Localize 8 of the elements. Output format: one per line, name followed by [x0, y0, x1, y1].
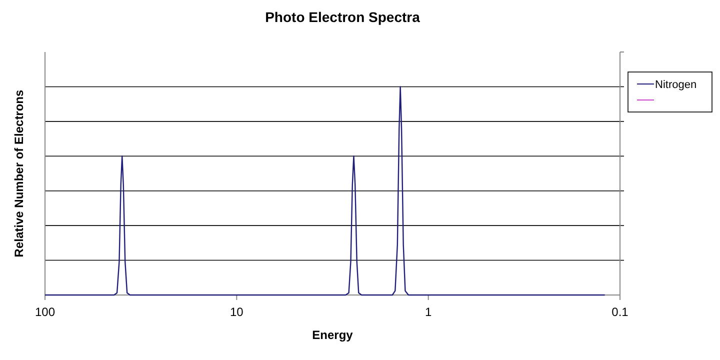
x-tick-label: 10 [230, 305, 244, 319]
x-axis-title: Energy [312, 328, 354, 342]
x-tick-label: 1 [424, 305, 432, 319]
chart-title: Photo Electron Spectra [265, 9, 420, 25]
x-tick-label: 0.1 [612, 305, 629, 319]
legend-label: Nitrogen [655, 79, 697, 91]
x-tick-label: 100 [34, 305, 56, 319]
y-axis-title: Relative Number of Electrons [12, 89, 26, 258]
